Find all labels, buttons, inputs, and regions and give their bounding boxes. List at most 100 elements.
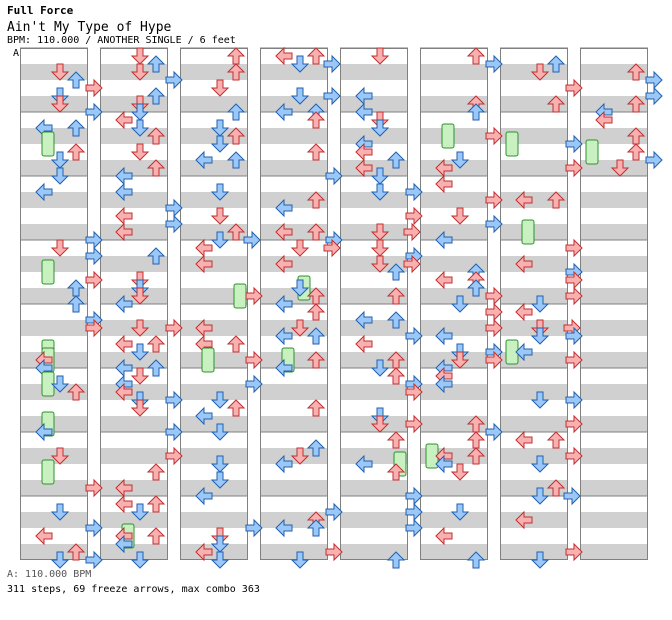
up-arrow-icon bbox=[546, 191, 566, 209]
freeze-arrow-icon bbox=[505, 131, 519, 157]
up-arrow-icon bbox=[66, 71, 86, 89]
up-arrow-icon bbox=[546, 95, 566, 113]
down-arrow-icon bbox=[210, 207, 230, 225]
left-arrow-icon bbox=[435, 374, 453, 394]
left-arrow-icon bbox=[435, 326, 453, 346]
right-arrow-icon bbox=[485, 190, 503, 210]
up-arrow-icon bbox=[306, 519, 326, 537]
right-arrow-icon bbox=[565, 134, 583, 154]
left-arrow-icon bbox=[195, 254, 213, 274]
right-arrow-icon bbox=[403, 222, 421, 242]
right-arrow-icon bbox=[403, 254, 421, 274]
down-arrow-icon bbox=[130, 551, 150, 569]
up-arrow-icon bbox=[546, 55, 566, 73]
down-arrow-icon bbox=[50, 239, 70, 257]
freeze-arrow-icon bbox=[441, 123, 455, 149]
left-arrow-icon bbox=[515, 190, 533, 210]
up-arrow-icon bbox=[226, 399, 246, 417]
right-arrow-icon bbox=[85, 518, 103, 538]
right-arrow-icon bbox=[405, 486, 423, 506]
up-arrow-icon bbox=[466, 447, 486, 465]
up-arrow-icon bbox=[386, 151, 406, 169]
right-arrow-icon bbox=[165, 318, 183, 338]
left-arrow-icon bbox=[35, 526, 53, 546]
right-arrow-icon bbox=[85, 78, 103, 98]
down-arrow-icon bbox=[210, 551, 230, 569]
up-arrow-icon bbox=[146, 463, 166, 481]
up-arrow-icon bbox=[146, 495, 166, 513]
right-arrow-icon bbox=[485, 126, 503, 146]
down-arrow-icon bbox=[290, 239, 310, 257]
down-arrow-icon bbox=[450, 151, 470, 169]
right-arrow-icon bbox=[323, 54, 341, 74]
left-arrow-icon bbox=[275, 254, 293, 274]
freeze-arrow-icon bbox=[521, 219, 535, 245]
up-arrow-icon bbox=[466, 551, 486, 569]
down-arrow-icon bbox=[130, 287, 150, 305]
right-arrow-icon bbox=[85, 246, 103, 266]
down-arrow-icon bbox=[370, 47, 390, 65]
left-arrow-icon bbox=[355, 454, 373, 474]
left-arrow-icon bbox=[435, 174, 453, 194]
down-arrow-icon bbox=[210, 119, 230, 137]
up-arrow-icon bbox=[146, 335, 166, 353]
right-arrow-icon bbox=[485, 422, 503, 442]
right-arrow-icon bbox=[245, 374, 263, 394]
up-arrow-icon bbox=[146, 159, 166, 177]
down-arrow-icon bbox=[130, 503, 150, 521]
chart-info: BPM: 110.000 / ANOTHER SINGLE / 6 feet bbox=[7, 35, 236, 46]
down-arrow-icon bbox=[530, 487, 550, 505]
bpm-legend: A: 110.000 BPM bbox=[7, 569, 92, 580]
left-arrow-icon bbox=[115, 494, 133, 514]
left-arrow-icon bbox=[275, 326, 293, 346]
right-arrow-icon bbox=[405, 182, 423, 202]
down-arrow-icon bbox=[50, 167, 70, 185]
chart-column bbox=[580, 47, 648, 560]
chart-column bbox=[100, 47, 168, 560]
down-arrow-icon bbox=[50, 95, 70, 113]
down-arrow-icon bbox=[290, 55, 310, 73]
up-arrow-icon bbox=[226, 223, 246, 241]
left-arrow-icon bbox=[275, 198, 293, 218]
right-arrow-icon bbox=[405, 502, 423, 522]
up-arrow-icon bbox=[146, 359, 166, 377]
right-arrow-icon bbox=[325, 502, 343, 522]
right-arrow-icon bbox=[565, 446, 583, 466]
up-arrow-icon bbox=[546, 479, 566, 497]
left-arrow-icon bbox=[275, 102, 293, 122]
down-arrow-icon bbox=[210, 79, 230, 97]
up-arrow-icon bbox=[66, 383, 86, 401]
left-arrow-icon bbox=[355, 142, 373, 162]
down-arrow-icon bbox=[450, 351, 470, 369]
right-arrow-icon bbox=[323, 86, 341, 106]
down-arrow-icon bbox=[210, 135, 230, 153]
down-arrow-icon bbox=[130, 119, 150, 137]
down-arrow-icon bbox=[450, 463, 470, 481]
right-arrow-icon bbox=[485, 214, 503, 234]
down-arrow-icon bbox=[50, 447, 70, 465]
left-arrow-icon bbox=[275, 454, 293, 474]
down-arrow-icon bbox=[290, 87, 310, 105]
up-arrow-icon bbox=[226, 63, 246, 81]
up-arrow-icon bbox=[146, 527, 166, 545]
down-arrow-icon bbox=[370, 183, 390, 201]
down-arrow-icon bbox=[370, 255, 390, 273]
right-arrow-icon bbox=[565, 414, 583, 434]
up-arrow-icon bbox=[226, 151, 246, 169]
down-arrow-icon bbox=[370, 167, 390, 185]
up-arrow-icon bbox=[226, 127, 246, 145]
right-arrow-icon bbox=[165, 214, 183, 234]
down-arrow-icon bbox=[50, 375, 70, 393]
left-arrow-icon bbox=[355, 334, 373, 354]
down-arrow-icon bbox=[50, 63, 70, 81]
up-arrow-icon bbox=[466, 279, 486, 297]
up-arrow-icon bbox=[466, 103, 486, 121]
down-arrow-icon bbox=[290, 279, 310, 297]
down-arrow-icon bbox=[530, 455, 550, 473]
left-arrow-icon bbox=[355, 102, 373, 122]
down-arrow-icon bbox=[290, 551, 310, 569]
left-arrow-icon bbox=[115, 294, 133, 314]
right-arrow-icon bbox=[485, 286, 503, 306]
up-arrow-icon bbox=[386, 263, 406, 281]
